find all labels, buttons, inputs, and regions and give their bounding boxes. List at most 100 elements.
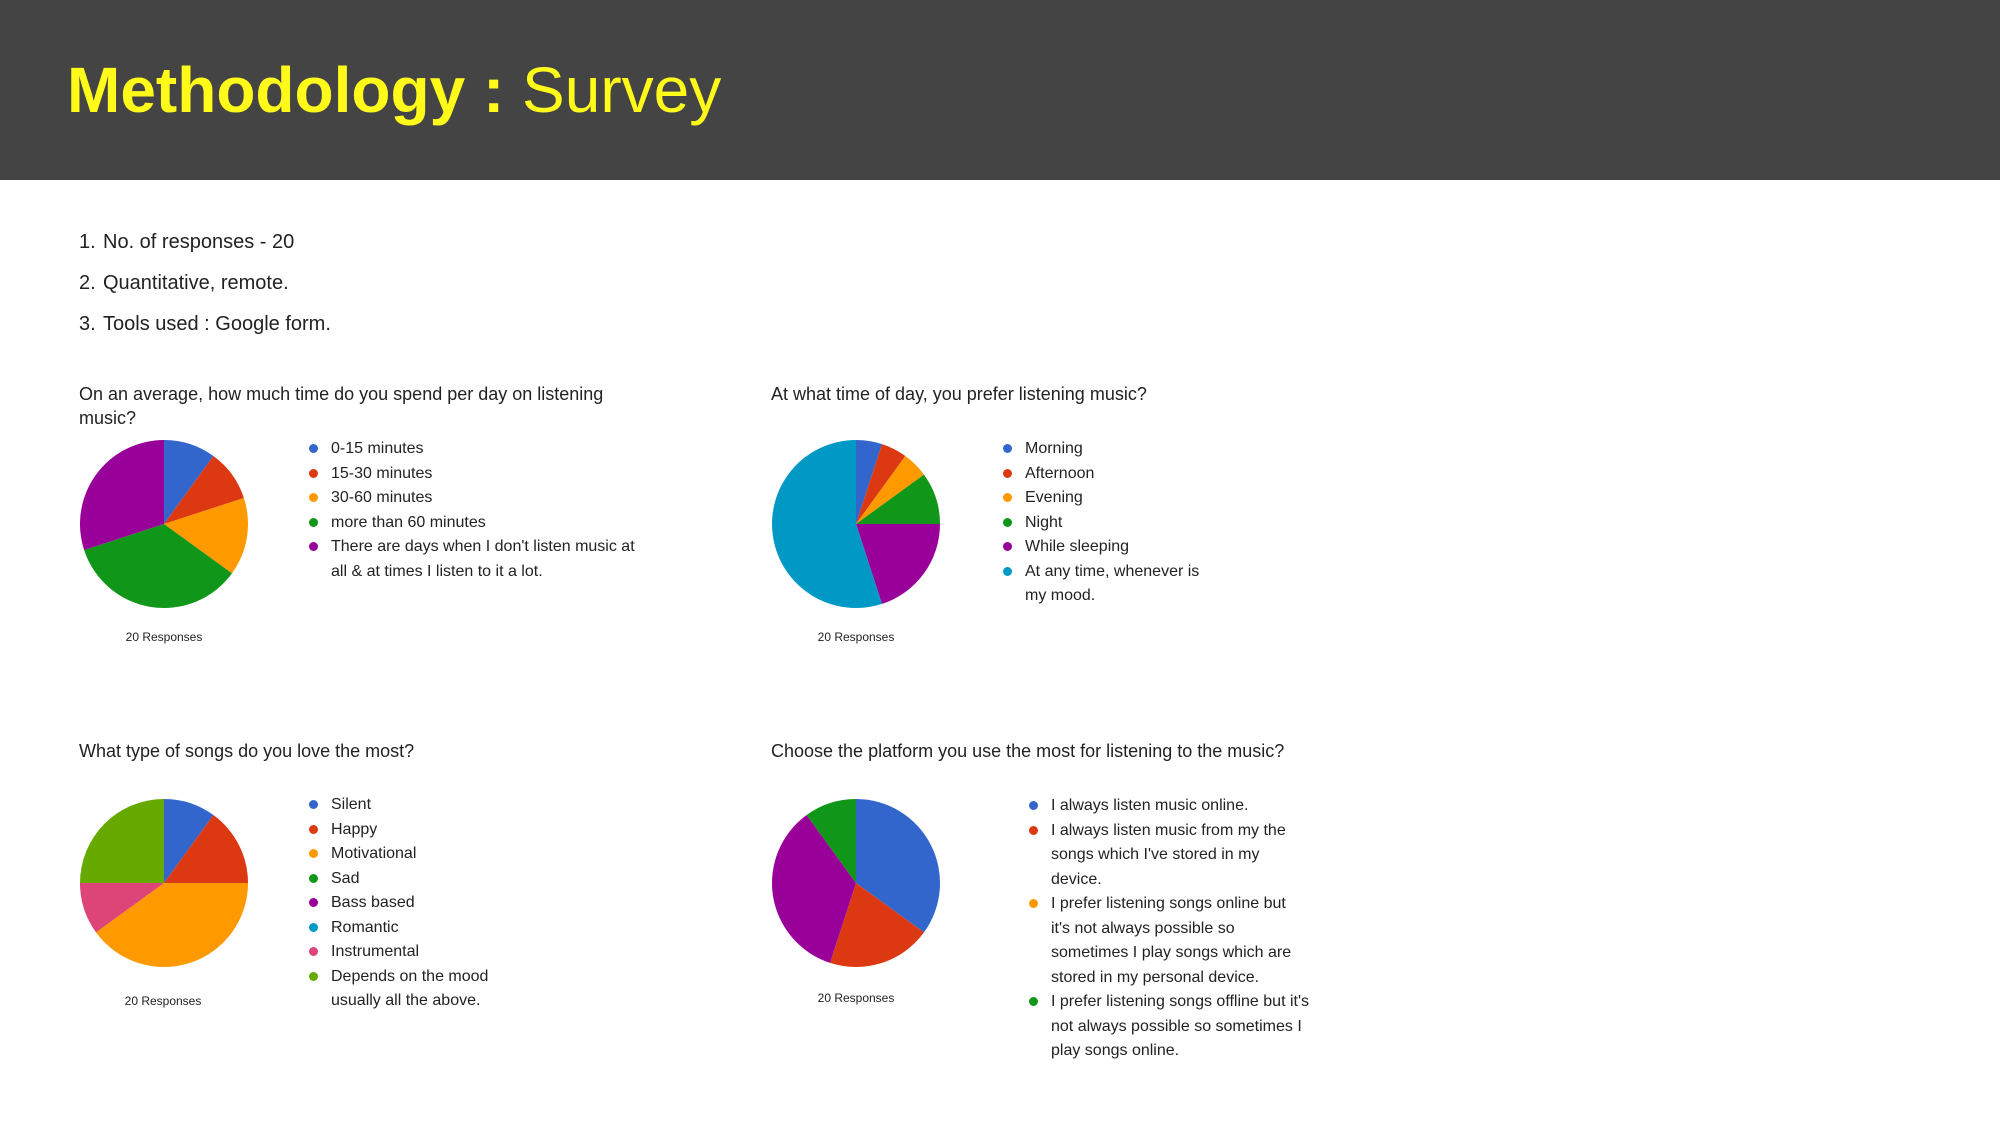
legend-swatch xyxy=(1029,825,1038,835)
legend-item: Sad xyxy=(309,867,509,892)
pie-slice-there-are-days-when-i-don-t-listen-music xyxy=(79,440,164,550)
pie-slice-instrumental xyxy=(80,883,164,933)
legend-item: Happy xyxy=(309,818,509,843)
legend-item: I always listen music from my the songs … xyxy=(1029,819,1309,893)
chart-time-spent: On an average, how much time do you spen… xyxy=(79,382,679,652)
legend-label: Depends on the mood usually all the abov… xyxy=(331,967,489,1010)
chart-question: On an average, how much time do you spen… xyxy=(79,384,604,428)
response-count: 20 Responses xyxy=(817,991,895,1005)
summary-text: No. of responses - 20 xyxy=(103,231,295,253)
legend-label: While sleeping xyxy=(1025,538,1130,555)
legend-swatch xyxy=(1003,566,1012,576)
summary-number: 2. xyxy=(79,272,96,294)
summary-item: 1. No. of responses - 20 xyxy=(79,228,331,269)
legend-swatch xyxy=(309,971,318,981)
summary-text: Tools used : Google form. xyxy=(103,313,331,335)
pie-slice-afternoon xyxy=(856,444,906,524)
pie-slice-i-always-listen-music-from-my-the-songs- xyxy=(830,883,924,968)
legend-label: 0-15 minutes xyxy=(331,440,424,457)
legend-swatch xyxy=(309,873,318,883)
legend-swatch xyxy=(1003,468,1012,478)
legend-label: Motivational xyxy=(331,845,417,862)
legend-label: There are days when I don't listen music… xyxy=(331,538,635,580)
legend-item: 30-60 minutes xyxy=(309,486,639,511)
legend-label: Sad xyxy=(331,869,360,887)
response-count: 20 Responses xyxy=(125,630,203,644)
legend-item: Night xyxy=(1003,511,1213,536)
legend-label: 15-30 minutes xyxy=(331,464,433,482)
pie-slice-depends-on-the-mood-usually-all-the-abov xyxy=(80,799,164,883)
chart-song-type: What type of songs do you love the most?… xyxy=(79,739,679,1029)
chart-legend: I always listen music online. I always li… xyxy=(1029,794,1309,1064)
legend-swatch xyxy=(309,824,318,834)
summary-number: 1. xyxy=(79,231,96,253)
pie-slice-i-always-listen-music-online xyxy=(856,799,940,933)
pie-slice-motivational xyxy=(96,883,248,967)
legend-swatch xyxy=(1003,493,1012,502)
chart-platform: Choose the platform you use the most for… xyxy=(771,739,1371,1059)
legend-label: I prefer listening songs online but it's… xyxy=(1051,895,1292,986)
legend-item: 15-30 minutes xyxy=(309,462,639,487)
summary-list: 1. No. of responses - 20 2. Quantitative, … xyxy=(79,228,331,351)
legend-swatch xyxy=(309,517,318,527)
pie-slice-more-than-60-minutes xyxy=(84,524,232,609)
legend-label: Bass based xyxy=(331,894,415,911)
pie-slice-i-prefer-listening-songs-online-but-it-s xyxy=(771,815,856,963)
legend-item: more than 60 minutes xyxy=(309,511,639,536)
legend-swatch xyxy=(1003,444,1012,453)
chart-legend: Morning Afternoon Evening Night While sleepi… xyxy=(1003,437,1213,609)
pie-slice-15-30-minutes xyxy=(164,456,244,524)
legend-swatch xyxy=(309,493,318,502)
legend-swatch xyxy=(309,849,318,858)
legend-swatch xyxy=(1029,801,1038,810)
chart-question: What type of songs do you love the most? xyxy=(79,741,415,761)
legend-swatch xyxy=(1003,542,1012,551)
chart-legend: 0-15 minutes 15-30 minutes 30-60 minutes mo… xyxy=(309,437,639,584)
chart-legend: Silent Happy Motivational Sad Bass based Roma… xyxy=(309,793,509,1014)
pie-chart xyxy=(771,799,940,968)
pie-slice-at-any-time-whenever-is-my-mood xyxy=(772,440,882,608)
summary-item: 3. Tools used : Google form. xyxy=(79,310,331,351)
legend-label: 30-60 minutes xyxy=(331,489,433,506)
legend-label: Romantic xyxy=(331,918,399,936)
legend-item: At any time, whenever is my mood. xyxy=(1003,560,1213,609)
legend-label: I always listen music online. xyxy=(1051,797,1249,814)
legend-item: Afternoon xyxy=(1003,462,1213,487)
pie-slice-while-sleeping xyxy=(856,524,940,604)
pie-slice-0-15-minutes xyxy=(164,440,214,524)
legend-swatch xyxy=(1003,517,1012,527)
legend-label: I always listen music from my the songs … xyxy=(1051,821,1286,888)
legend-item: I prefer listening songs offline but it'… xyxy=(1029,990,1309,1064)
legend-item: Depends on the mood usually all the abov… xyxy=(309,965,509,1014)
summary-number: 3. xyxy=(79,313,96,335)
legend-item: Morning xyxy=(1003,437,1213,462)
legend-item: Silent xyxy=(309,793,509,818)
summary-text: Quantitative, remote. xyxy=(103,272,289,294)
legend-swatch xyxy=(309,542,318,551)
title-light: Survey xyxy=(504,54,722,126)
pie-slice-i-prefer-listening-songs-offline-but-it- xyxy=(806,799,856,883)
chart-question: Choose the platform you use the most for… xyxy=(771,741,1285,761)
pie-slice-30-60-minutes xyxy=(164,498,249,574)
legend-item: I prefer listening songs online but it's… xyxy=(1029,892,1309,990)
legend-item: Evening xyxy=(1003,486,1213,511)
legend-swatch xyxy=(309,947,318,956)
legend-label: Morning xyxy=(1025,440,1083,457)
pie-slice-silent xyxy=(164,799,214,883)
legend-item: Instrumental xyxy=(309,940,509,965)
legend-item: I always listen music online. xyxy=(1029,794,1309,819)
header-bar: Methodology : Survey xyxy=(0,0,2000,180)
legend-swatch xyxy=(309,800,318,809)
legend-swatch xyxy=(309,922,318,932)
legend-swatch xyxy=(309,444,318,453)
chart-time-of-day: At what time of day, you prefer listenin… xyxy=(771,382,1371,652)
page-title: Methodology : Survey xyxy=(67,50,721,130)
legend-label: At any time, whenever is my mood. xyxy=(1025,562,1200,605)
legend-swatch xyxy=(309,468,318,478)
pie-slice-evening xyxy=(856,456,924,524)
legend-label: Evening xyxy=(1025,489,1083,506)
pie-slice-morning xyxy=(856,440,882,524)
legend-label: Instrumental xyxy=(331,943,420,960)
summary-item: 2. Quantitative, remote. xyxy=(79,269,331,310)
legend-item: There are days when I don't listen music… xyxy=(309,535,639,584)
